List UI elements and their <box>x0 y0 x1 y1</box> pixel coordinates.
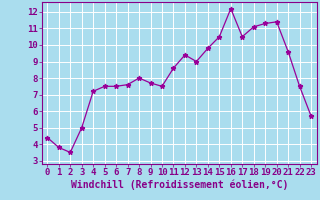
X-axis label: Windchill (Refroidissement éolien,°C): Windchill (Refroidissement éolien,°C) <box>70 180 288 190</box>
